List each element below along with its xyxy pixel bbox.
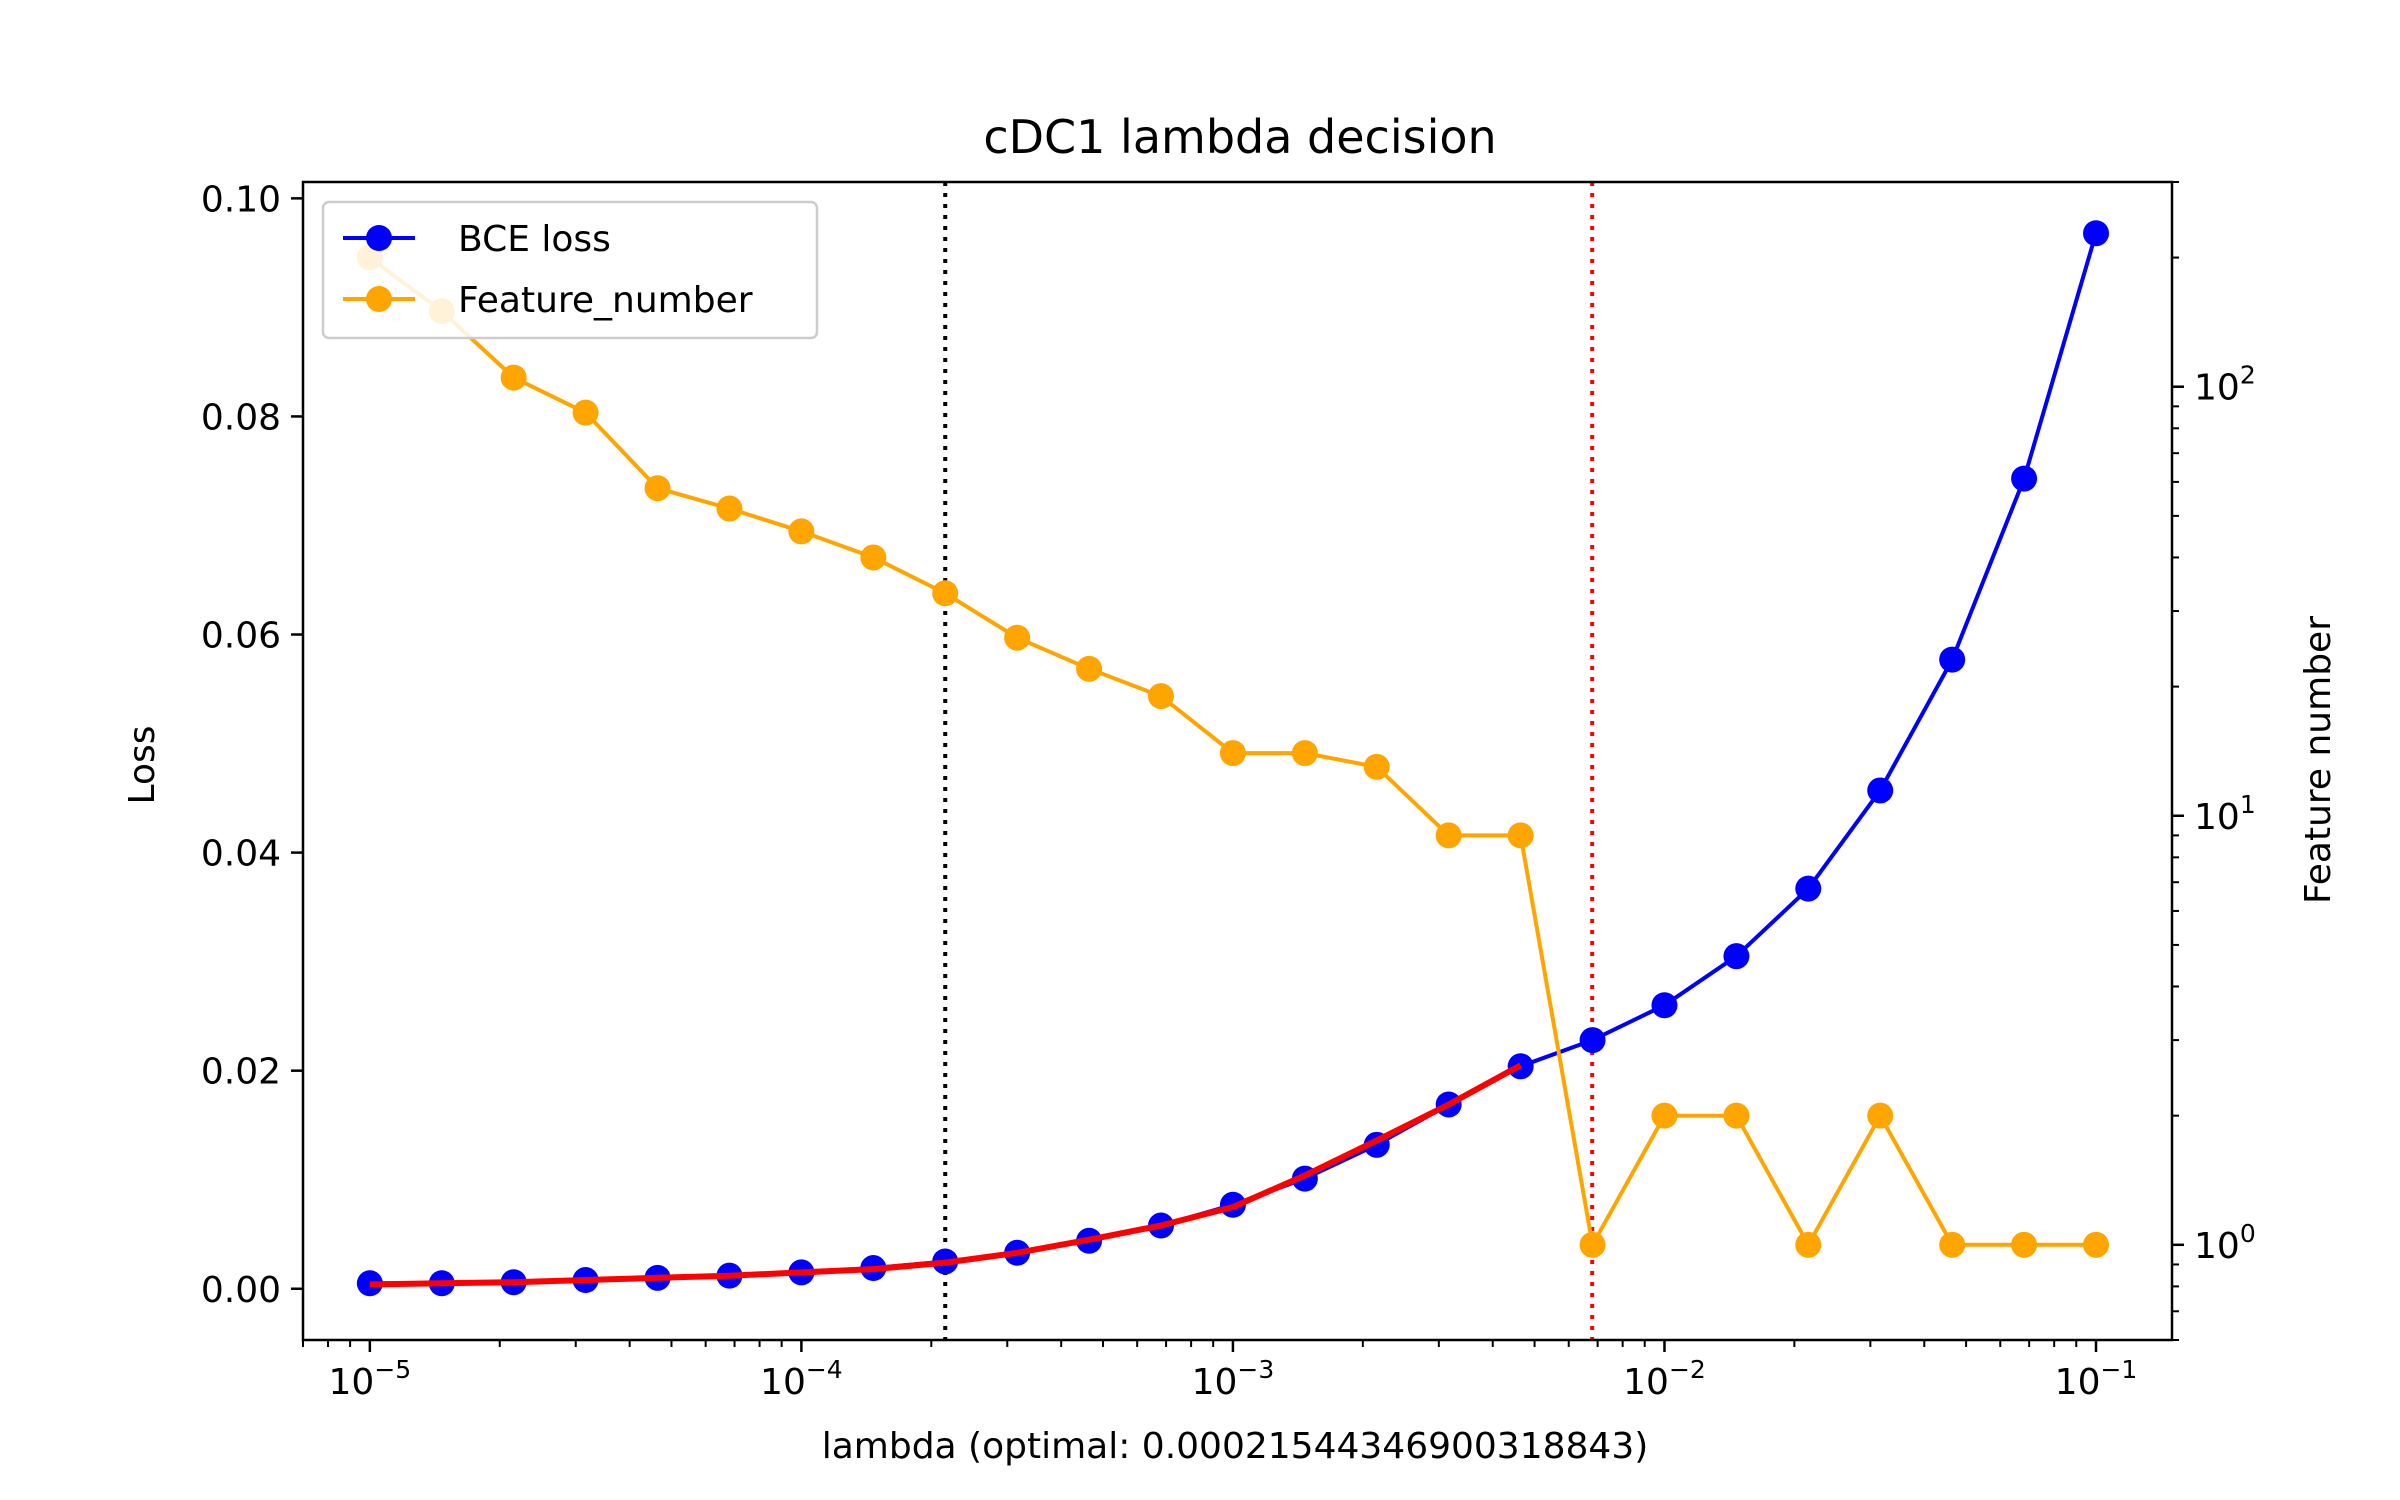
data-point xyxy=(1723,1102,1750,1129)
data-point xyxy=(2011,1231,2038,1258)
data-point xyxy=(644,475,671,502)
y-axis-label: Loss xyxy=(122,726,163,805)
data-point xyxy=(1939,646,1966,673)
data-point xyxy=(1651,1102,1678,1129)
data-point xyxy=(1076,655,1103,682)
data-point xyxy=(1867,1102,1894,1129)
legend-marker xyxy=(366,286,392,312)
x-axis-label: lambda (optimal: 0.00021544346900318843) xyxy=(822,1426,1649,1467)
legend-marker xyxy=(366,225,392,251)
data-point xyxy=(1291,740,1318,767)
data-point xyxy=(860,544,887,571)
data-point xyxy=(1219,740,1246,767)
data-point xyxy=(2011,465,2038,492)
data-point xyxy=(1795,1231,1822,1258)
data-point xyxy=(1435,822,1462,849)
data-point xyxy=(1004,624,1031,651)
data-point xyxy=(1579,1231,1606,1258)
y-tick-label: 0.02 xyxy=(201,1052,281,1093)
data-point xyxy=(1579,1027,1606,1054)
data-point xyxy=(1148,683,1175,710)
legend: BCE loss Feature_number xyxy=(321,200,819,340)
y-tick-label: 0.06 xyxy=(201,616,281,657)
y2-tick-label: 102 xyxy=(2194,361,2256,409)
y2-tick-label: 101 xyxy=(2194,790,2256,838)
data-point xyxy=(1651,992,1678,1019)
y-tick-label: 0.04 xyxy=(201,834,281,875)
y-tick-label: 0.10 xyxy=(201,179,281,220)
fit-line xyxy=(369,1062,1523,1288)
data-point xyxy=(1363,753,1390,780)
data-point xyxy=(500,364,527,391)
x-tick-label: 10−5 xyxy=(329,1355,412,1403)
data-point xyxy=(1939,1231,1966,1258)
data-point xyxy=(2083,220,2110,247)
data-point xyxy=(788,518,815,545)
plot-frame xyxy=(301,180,2174,1342)
legend-label: Feature_number xyxy=(458,280,753,321)
data-point xyxy=(572,399,599,426)
x-tick-label: 10−4 xyxy=(760,1355,843,1403)
x-tick-label: 10−1 xyxy=(2055,1355,2138,1403)
legend-box xyxy=(321,200,819,340)
data-point xyxy=(1507,822,1534,849)
data-point xyxy=(1867,777,1894,804)
legend-label: BCE loss xyxy=(458,219,611,260)
data-point xyxy=(1795,875,1822,902)
data-point xyxy=(932,580,959,607)
data-point xyxy=(716,495,743,522)
y2-axis-label: Feature number xyxy=(2298,616,2339,904)
y-tick-label: 0.08 xyxy=(201,397,281,438)
y2-tick-label: 100 xyxy=(2194,1219,2256,1267)
data-point xyxy=(2083,1231,2110,1258)
chart-title: cDC1 lambda decision xyxy=(983,110,1496,164)
x-tick-label: 10−3 xyxy=(1192,1355,1275,1403)
data-point xyxy=(1723,943,1750,970)
y-tick-label: 0.00 xyxy=(201,1270,281,1311)
plot-area xyxy=(356,182,2110,1340)
x-tick-label: 10−2 xyxy=(1623,1355,1706,1403)
axes: 10−5 10−4 10−3 10−2 10−1 0.00 0.02 0.04 0.06 0.08… xyxy=(201,179,2256,1403)
